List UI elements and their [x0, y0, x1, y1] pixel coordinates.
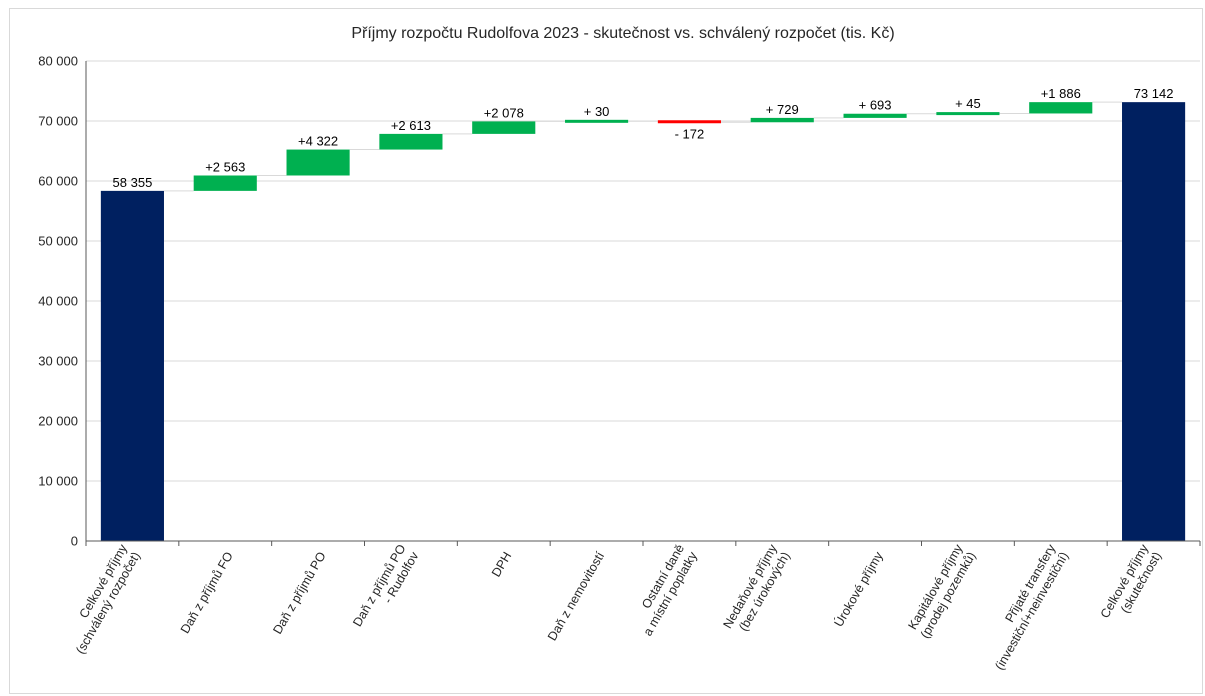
- category-label-line: DPH: [489, 550, 514, 580]
- category-label: DPH: [489, 550, 514, 580]
- category-label: Kapitálové příjmy(prodej pozemků): [905, 541, 979, 640]
- category-label-line: Daň z nemovitostí: [545, 549, 607, 643]
- y-tick-label: 30 000: [38, 354, 78, 369]
- waterfall-chart: Příjmy rozpočtu Rudolfova 2023 - skutečn…: [38, 25, 1201, 672]
- bar-11: [1122, 102, 1186, 541]
- chart-frame: Příjmy rozpočtu Rudolfova 2023 - skutečn…: [9, 8, 1203, 694]
- category-label: Celkové příjmy(schválený rozpočet): [60, 541, 143, 656]
- y-tick-label: 70 000: [38, 114, 78, 129]
- data-label: +4 322: [298, 134, 338, 149]
- bar-5: [565, 119, 629, 123]
- y-tick-label: 10 000: [38, 474, 78, 489]
- bar-0: [100, 190, 164, 541]
- category-label-line: Daň z příjmů PO: [270, 549, 328, 636]
- connector-lines: [163, 101, 1123, 192]
- x-axis-category-labels: Celkové příjmy(schválený rozpočet) Daň z …: [60, 541, 1165, 672]
- y-tick-label: 60 000: [38, 174, 78, 189]
- bar-9: [936, 112, 1000, 116]
- bar-7: [750, 117, 814, 123]
- category-label: Celkové příjmy(skutečnost): [1098, 541, 1165, 628]
- y-tick-label: 0: [71, 534, 78, 549]
- bar-1: [193, 175, 257, 191]
- y-tick-label: 80 000: [38, 54, 78, 69]
- category-label: Daň z nemovitostí: [545, 549, 607, 643]
- data-label: 73 142: [1134, 86, 1174, 101]
- chart-title: Příjmy rozpočtu Rudolfova 2023 - skutečn…: [351, 25, 894, 42]
- category-label: Nedaňové příjmy(bez úrokových): [720, 541, 793, 638]
- category-label-line: Úrokové příjmy: [831, 548, 886, 629]
- data-label: 58 355: [113, 175, 153, 190]
- category-label: Přijaté transfery(investiční+neinvestičn…: [979, 541, 1071, 672]
- category-label-line: Daň z příjmů FO: [178, 549, 236, 636]
- y-axis-tick-labels: 0 10 000 20 000 30 000 40 000 50 000 60 000 70 …: [38, 54, 78, 549]
- category-label: Ostatní daněa místní poplatky: [628, 541, 701, 638]
- gridlines: [86, 60, 1200, 482]
- y-tick-label: 50 000: [38, 234, 78, 249]
- bar-2: [286, 149, 350, 176]
- bar-3: [379, 133, 443, 150]
- data-label: +2 613: [391, 118, 431, 133]
- bar-4: [472, 121, 536, 134]
- data-label: + 45: [955, 96, 981, 111]
- data-labels: 58 355 +2 563 +4 322 +2 613 +2 078 + 30 - 172 +…: [113, 86, 1174, 190]
- y-tick-label: 40 000: [38, 294, 78, 309]
- bar-10: [1029, 102, 1093, 114]
- data-label: + 693: [859, 98, 892, 113]
- data-label: + 729: [766, 102, 799, 117]
- category-label: Daň z příjmů PO: [270, 549, 328, 636]
- category-label: Úrokové příjmy: [831, 548, 886, 629]
- data-label: +1 886: [1041, 86, 1081, 101]
- bar-6: [657, 120, 721, 124]
- data-label: +2 078: [484, 105, 524, 120]
- category-label: Daň z příjmů FO: [178, 549, 236, 636]
- data-label: +2 563: [205, 159, 245, 174]
- data-label: - 172: [675, 126, 705, 141]
- bar-8: [843, 113, 907, 118]
- axes: [85, 61, 1201, 546]
- y-tick-label: 20 000: [38, 414, 78, 429]
- category-label: Daň z příjmů PO- Rudolfov: [350, 541, 422, 636]
- bars: [100, 102, 1186, 541]
- data-label: + 30: [584, 104, 610, 119]
